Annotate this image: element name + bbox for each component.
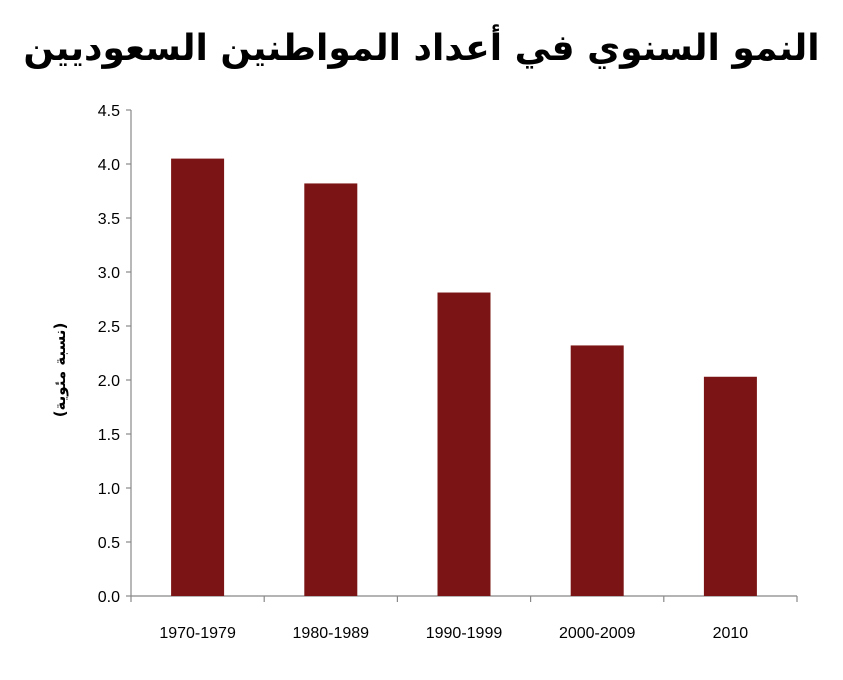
bar bbox=[304, 183, 358, 596]
y-tick-label: 2.0 bbox=[98, 373, 120, 390]
bar bbox=[437, 292, 491, 596]
y-tick-label: 3.0 bbox=[98, 265, 120, 282]
y-tick-label: 0.0 bbox=[98, 589, 120, 606]
bar bbox=[703, 376, 757, 596]
bar bbox=[570, 345, 624, 596]
bar bbox=[171, 158, 225, 596]
x-tick-label: 2000-2009 bbox=[559, 625, 636, 642]
y-tick-label: 1.0 bbox=[98, 481, 120, 498]
y-tick-label: 4.5 bbox=[98, 103, 120, 120]
y-tick-label: 3.5 bbox=[98, 211, 120, 228]
x-tick-label: 1970-1979 bbox=[159, 625, 236, 642]
chart-title: النمو السنوي في أعداد المواطنين السعوديي… bbox=[23, 28, 820, 69]
y-tick-label: 4.0 bbox=[98, 157, 120, 174]
x-tick-label: 1980-1989 bbox=[293, 625, 370, 642]
y-tick-label: 0.5 bbox=[98, 535, 120, 552]
x-tick-label: 1990-1999 bbox=[426, 625, 503, 642]
y-tick-label: 1.5 bbox=[98, 427, 120, 444]
x-tick-label: 2010 bbox=[713, 625, 749, 642]
y-tick-label: 2.5 bbox=[98, 319, 120, 336]
